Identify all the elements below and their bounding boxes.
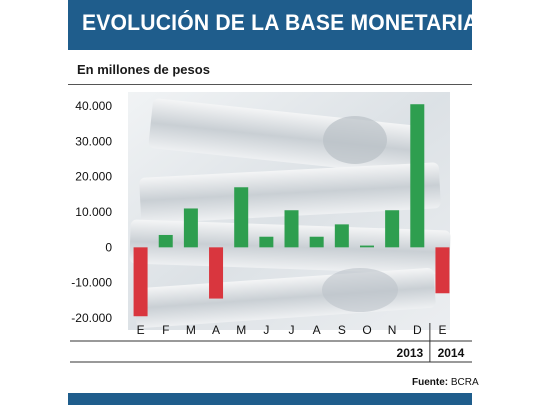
bar (309, 236, 324, 248)
y-tick-label: 0 (105, 240, 112, 254)
y-tick-label: -20.000 (71, 311, 112, 325)
x-tick-label: J (263, 323, 269, 337)
y-tick-label: 40.000 (75, 99, 112, 113)
source-label: Fuente: (412, 377, 449, 388)
bar (133, 247, 148, 317)
x-tick-label: D (413, 323, 422, 337)
bar (435, 247, 450, 294)
x-tick-label: A (313, 323, 321, 337)
header-banner: EVOLUCIÓN DE LA BASE MONETARIA (68, 0, 478, 50)
bar (209, 247, 224, 299)
bar (284, 210, 299, 248)
year-label: 2013 (397, 346, 424, 360)
x-tick-label: S (338, 323, 346, 337)
source-value: BCRA (450, 377, 479, 388)
bar (334, 224, 349, 248)
bar (183, 208, 198, 248)
chart-subtitle: En millones de pesos (77, 62, 210, 77)
y-tick-label: -10.000 (71, 276, 112, 290)
footer-banner (68, 393, 472, 405)
x-tick-label: E (438, 323, 446, 337)
x-tick-label: O (362, 323, 371, 337)
subtitle-rule (68, 84, 472, 85)
x-tick-label: M (236, 323, 246, 337)
y-tick-label: 10.000 (75, 205, 112, 219)
bar (234, 187, 249, 248)
source-note: Fuente: BCRA (412, 377, 479, 388)
bar (410, 104, 425, 248)
chart-title: EVOLUCIÓN DE LA BASE MONETARIA (82, 10, 479, 35)
x-tick-label: F (162, 323, 169, 337)
bar (259, 236, 274, 248)
y-tick-label: 30.000 (75, 134, 112, 148)
bar (359, 245, 374, 248)
x-tick-label: E (137, 323, 145, 337)
year-label: 2014 (438, 346, 465, 360)
x-tick-label: N (388, 323, 397, 337)
x-tick-label: J (289, 323, 295, 337)
x-tick-label: M (186, 323, 196, 337)
x-tick-label: A (212, 323, 220, 337)
bar (158, 234, 173, 248)
bar (385, 210, 400, 248)
y-tick-label: 20.000 (75, 170, 112, 184)
